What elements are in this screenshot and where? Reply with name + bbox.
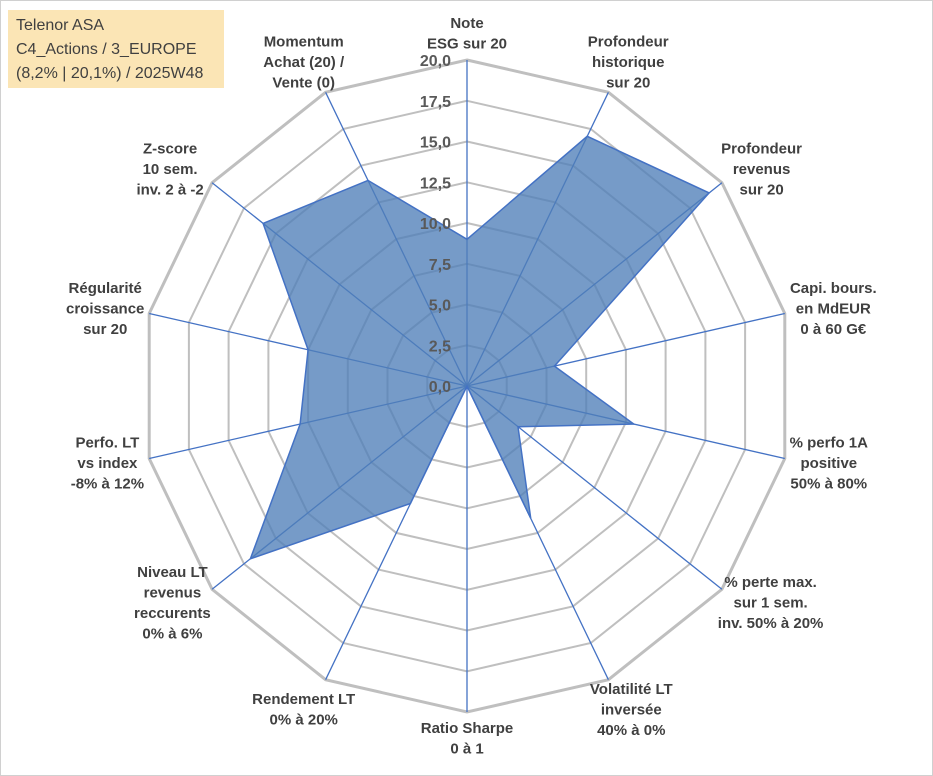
axis-label: Z-score 10 sem. inv. 2 à -2 — [136, 140, 203, 198]
axis-label: Ratio Sharpe 0 à 1 — [421, 720, 514, 758]
axis-label-line: Niveau LT — [137, 564, 208, 581]
radial-tick-labels: 0,0 2,5 5,0 7,5 10,0 12,5 15,0 17,5 20,0 — [420, 53, 451, 396]
axis-label-line: 0 à 60 G€ — [800, 321, 867, 338]
axis-label-line: Capi. bours. — [790, 280, 877, 297]
tick-label: 0,0 — [429, 379, 451, 396]
axis-label: Régularité croissance sur 20 — [66, 280, 144, 338]
tick-label: 17,5 — [420, 94, 451, 111]
axis-label-line: Perfo. LT — [75, 435, 139, 452]
axis-labels: Note ESG sur 20 Profondeur historique sur 20… — [66, 15, 877, 758]
axis-label-line: Momentum — [264, 34, 344, 51]
axis-label-line: 50% à 80% — [790, 476, 867, 493]
axis-label-line: Régularité — [69, 280, 142, 297]
axis-label: Profondeur historique sur 20 — [588, 34, 669, 92]
axis-label-line: Vente (0) — [272, 75, 335, 92]
axis-label-line: inv. 2 à -2 — [136, 181, 203, 198]
axis-label-line: inversée — [601, 701, 662, 718]
axis-label-line: Rendement LT — [252, 691, 355, 708]
axis-label: Rendement LT 0% à 20% — [252, 691, 355, 729]
tick-label: 2,5 — [429, 338, 451, 355]
axis-label-line: % perfo 1A — [790, 435, 869, 452]
axis-label: % perfo 1A positive 50% à 80% — [790, 435, 869, 493]
axis-label-line: Profondeur — [721, 140, 802, 157]
axis-label-line: reccurents — [134, 605, 211, 622]
axis-label-line: revenus — [144, 585, 202, 602]
axis-label-line: sur 1 sem. — [733, 595, 807, 612]
axis-label-line: en MdEUR — [796, 300, 871, 317]
axis-label-line: ESG sur 20 — [427, 36, 507, 53]
axis-label: Momentum Achat (20) / Vente (0) — [263, 34, 345, 92]
tick-label: 20,0 — [420, 53, 451, 70]
axis-label-line: Profondeur — [588, 34, 669, 51]
series-area — [249, 135, 711, 561]
axis-label: Perfo. LT vs index -8% à 12% — [71, 435, 144, 493]
axis-label-line: 0% à 20% — [270, 712, 338, 729]
tick-label: 12,5 — [420, 175, 451, 192]
axis-label: % perte max. sur 1 sem. inv. 50% à 20% — [718, 574, 824, 632]
tick-label: 7,5 — [429, 257, 451, 274]
tick-label: 10,0 — [420, 216, 451, 233]
axis-label-line: sur 20 — [606, 75, 650, 92]
tick-label: 5,0 — [429, 298, 451, 315]
info-category: C4_Actions / 3_EUROPE — [16, 41, 197, 58]
axis-label-line: Ratio Sharpe — [421, 720, 514, 737]
axis-label-line: historique — [592, 54, 665, 71]
axis-label-line: sur 20 — [83, 321, 127, 338]
axis-label-line: Z-score — [143, 140, 197, 157]
axis-label-line: 0 à 1 — [450, 741, 483, 758]
axis-label-line: 10 sem. — [143, 161, 198, 178]
axis-label-line: sur 20 — [739, 181, 783, 198]
tick-label: 15,0 — [420, 135, 451, 152]
axis-label-line: croissance — [66, 300, 144, 317]
axis-label-line: % perte max. — [724, 574, 817, 591]
info-stats: (8,2% | 20,1%) / 2025W48 — [16, 65, 204, 82]
axis-label-line: vs index — [77, 455, 138, 472]
axis-label-line: positive — [800, 455, 857, 472]
axis-label: Profondeur revenus sur 20 — [721, 140, 802, 198]
axis-label-line: Achat (20) / — [263, 54, 345, 71]
axis-label: Note ESG sur 20 — [427, 15, 507, 53]
axis-label: Niveau LT revenus reccurents 0% à 6% — [134, 564, 211, 643]
axis-label: Volatilité LT inversée 40% à 0% — [590, 681, 673, 739]
axis-label-line: 0% à 6% — [142, 626, 202, 643]
axis-label-line: inv. 50% à 20% — [718, 615, 824, 632]
axis-label-line: -8% à 12% — [71, 476, 144, 493]
axis-label: Capi. bours. en MdEUR 0 à 60 G€ — [790, 280, 877, 338]
info-box: Telenor ASA C4_Actions / 3_EUROPE (8,2% … — [8, 10, 224, 88]
axis-label-line: 40% à 0% — [597, 722, 665, 739]
axis-label-line: revenus — [733, 161, 791, 178]
series-polygon — [249, 135, 711, 561]
axis-label-line: Note — [450, 15, 483, 32]
info-title: Telenor ASA — [16, 17, 105, 34]
axis-label-line: Volatilité LT — [590, 681, 673, 698]
